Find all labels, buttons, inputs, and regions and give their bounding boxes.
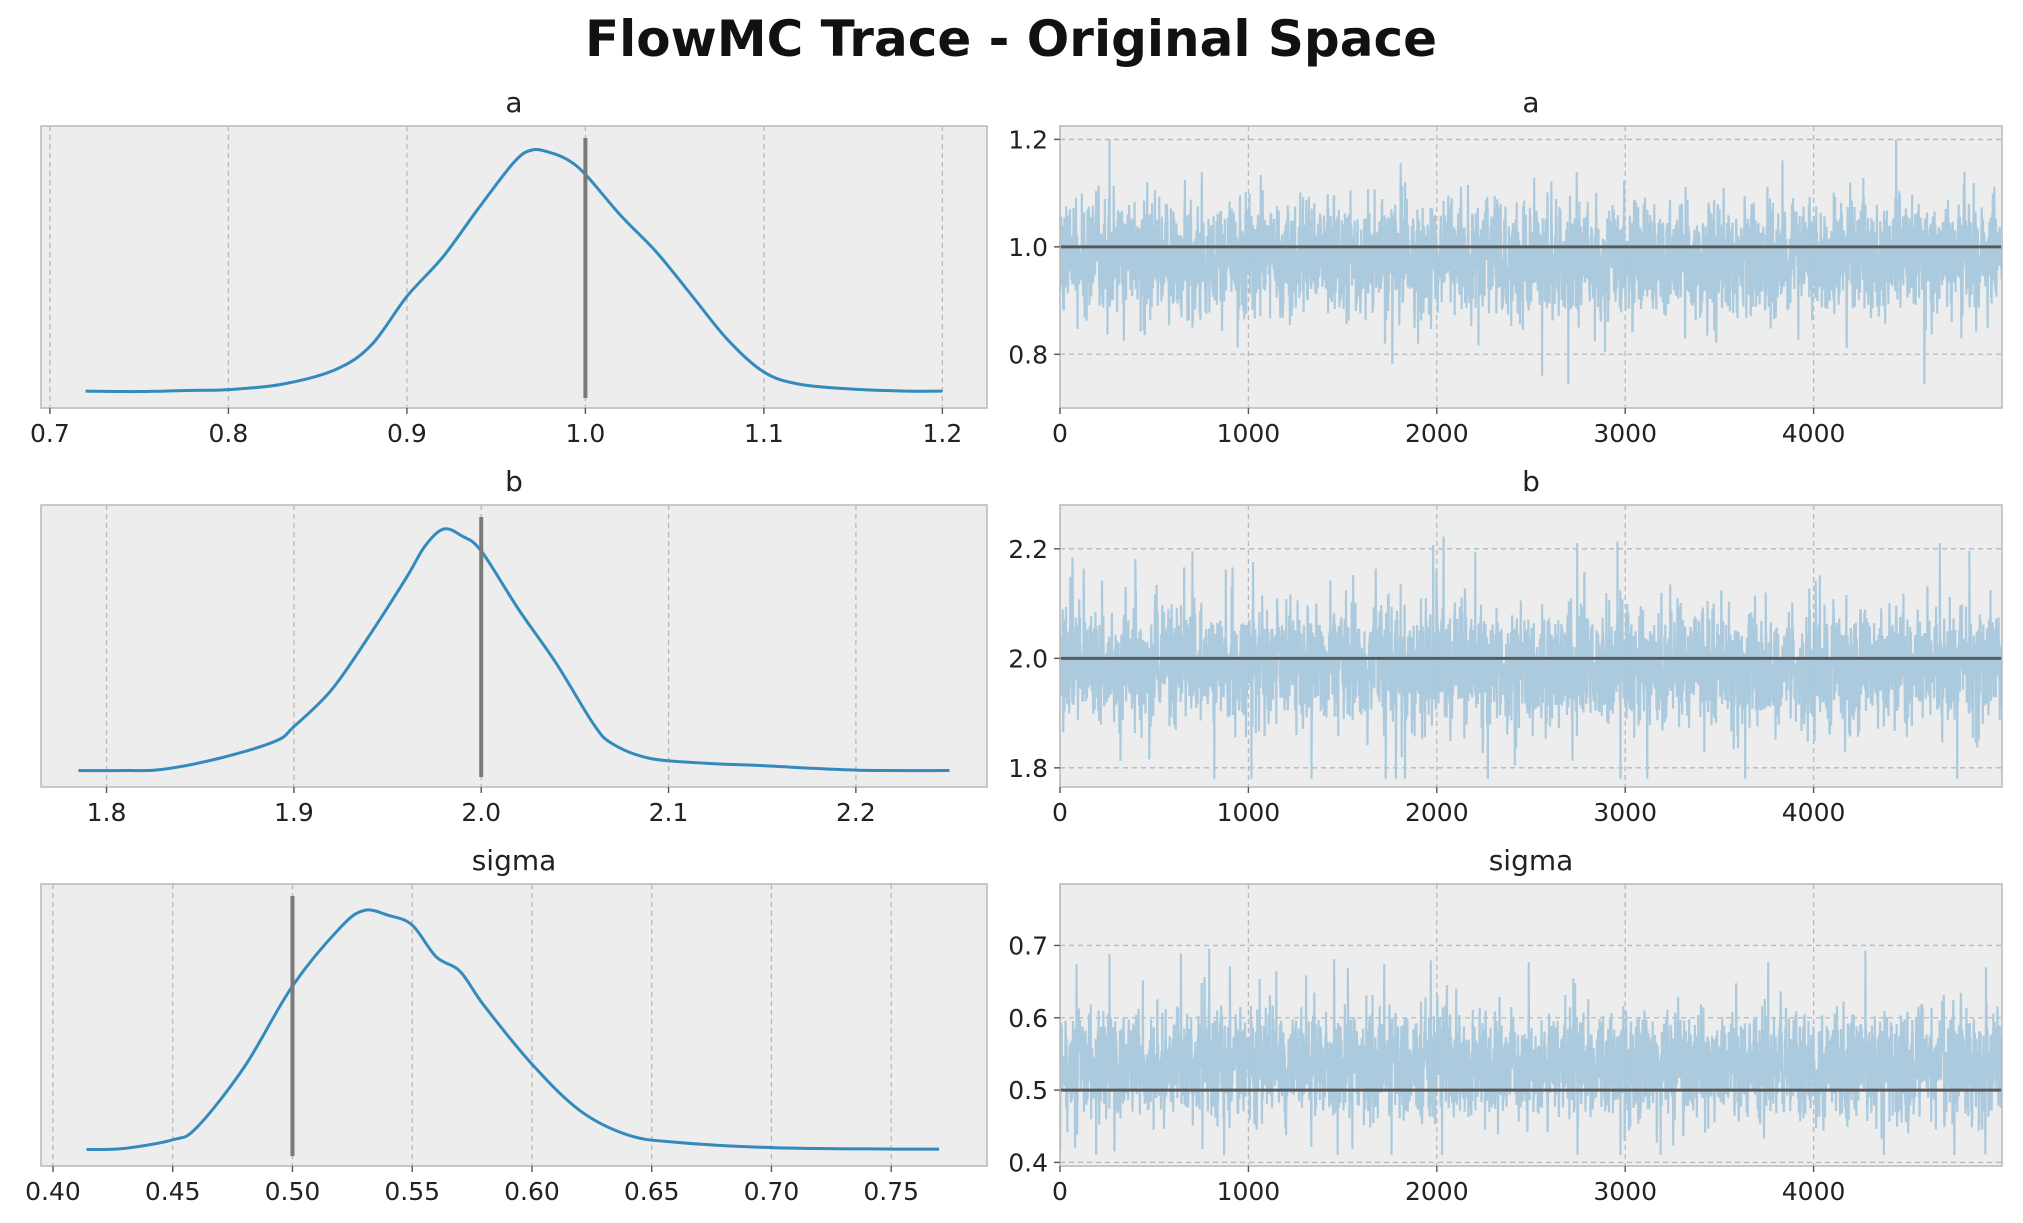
plot-area: [41, 505, 987, 787]
x-tick-label: 3000: [1593, 798, 1657, 827]
x-tick-label: 0.70: [744, 1177, 800, 1206]
y-tick-label: 0.6: [1008, 1004, 1048, 1033]
axes-frame: [1059, 125, 2003, 409]
axes-frame: [40, 504, 988, 788]
x-tick-label: 0.65: [624, 1177, 680, 1206]
plot-content: [1060, 948, 2002, 1156]
x-tick-label: 2.0: [461, 798, 501, 827]
x-tick-label: 0: [1052, 1177, 1068, 1206]
plot-content: [86, 896, 940, 1156]
axes-frame: [1059, 504, 2003, 788]
y-tick-label: 0.4: [1008, 1148, 1048, 1177]
axes-frame: [1059, 883, 2003, 1167]
density-curve: [78, 527, 950, 773]
x-tick-label: 4000: [1782, 1177, 1846, 1206]
x-tick-label: 2000: [1405, 1177, 1469, 1206]
x-tick-label: 1.9: [274, 798, 314, 827]
plot-content: [1060, 139, 2002, 385]
sigma-posterior-density-panel: sigma 0.40 0.45 0.50 0.55 0.60 0.65 0.70 0.75: [25, 844, 988, 1206]
subplot-title: sigma: [1489, 844, 1574, 877]
y-tick-label: 0.7: [1008, 931, 1048, 960]
x-tick-label: 0.8: [209, 419, 249, 448]
subplot-title: a: [1522, 86, 1539, 119]
axes-frame: [40, 125, 988, 409]
x-tick-label: 1.1: [744, 419, 784, 448]
plot-content: [1060, 536, 2002, 779]
plot-content: [85, 138, 943, 398]
x-tick-label: 1000: [1217, 1177, 1281, 1206]
x-tick-label: 0.50: [265, 1177, 321, 1206]
x-tick-label: 0: [1052, 798, 1068, 827]
y-tick-label: 1.0: [1008, 233, 1048, 262]
x-tick-label: 3000: [1593, 1177, 1657, 1206]
density-curve: [86, 908, 940, 1152]
x-tick-label: 2000: [1405, 798, 1469, 827]
x-tick-label: 2000: [1405, 419, 1469, 448]
a-trace-panel: a 0 1000 2000 3000 4000 0.8 1.0 1.2: [1008, 86, 2003, 448]
subplot-title: sigma: [472, 844, 557, 877]
x-tick-label: 0.40: [25, 1177, 81, 1206]
x-tick-label: 1000: [1217, 798, 1281, 827]
b-trace-panel: b 0 1000 2000 3000 4000 1.8 2.0 2.2: [1008, 465, 2003, 827]
x-tick-label: 4000: [1782, 798, 1846, 827]
plot-area: [41, 884, 987, 1166]
x-tick-label: 3000: [1593, 419, 1657, 448]
subplot-title: b: [505, 465, 523, 498]
x-tick-label: 2.1: [649, 798, 689, 827]
x-tick-label: 1.0: [566, 419, 606, 448]
x-tick-label: 1.8: [87, 798, 127, 827]
x-tick-label: 4000: [1782, 419, 1846, 448]
x-tick-label: 0.7: [30, 419, 70, 448]
trace-series: [1060, 139, 2002, 385]
y-tick-label: 1.2: [1008, 125, 1048, 154]
x-tick-label: 0.75: [863, 1177, 919, 1206]
x-tick-label: 0.55: [384, 1177, 440, 1206]
figure-title: FlowMC Trace - Original Space: [585, 10, 1437, 68]
y-tick-label: 2.2: [1008, 535, 1048, 564]
y-tick-label: 2.0: [1008, 644, 1048, 673]
x-tick-label: 1000: [1217, 419, 1281, 448]
x-tick-label: 0: [1052, 419, 1068, 448]
y-tick-label: 1.8: [1008, 754, 1048, 783]
b-posterior-density-panel: b 1.8 1.9 2.0 2.1 2.2: [40, 465, 988, 827]
plot-content: [78, 517, 950, 777]
subplot-title: a: [505, 86, 522, 119]
plot-area: [41, 126, 987, 408]
x-tick-label: 0.45: [145, 1177, 201, 1206]
sigma-trace-panel: sigma 0 1000 2000 3000 4000 0.4 0.5 0.6 0.7: [1008, 844, 2003, 1206]
subplot-grid: a 0.7 0.8 0.9 1.0 1.1 1.2 a 0 1000 2000 3000 4000 0.8…: [25, 86, 2003, 1206]
x-tick-label: 1.2: [922, 419, 962, 448]
y-tick-label: 0.8: [1008, 340, 1048, 369]
density-curve: [85, 147, 943, 394]
trace-series: [1060, 536, 2002, 779]
x-tick-label: 0.9: [387, 419, 427, 448]
axes-frame: [40, 883, 988, 1167]
x-tick-label: 0.60: [504, 1177, 560, 1206]
x-tick-label: 2.2: [836, 798, 876, 827]
subplot-title: b: [1522, 465, 1540, 498]
a-posterior-density-panel: a 0.7 0.8 0.9 1.0 1.1 1.2: [30, 86, 988, 448]
y-tick-label: 0.5: [1008, 1076, 1048, 1105]
